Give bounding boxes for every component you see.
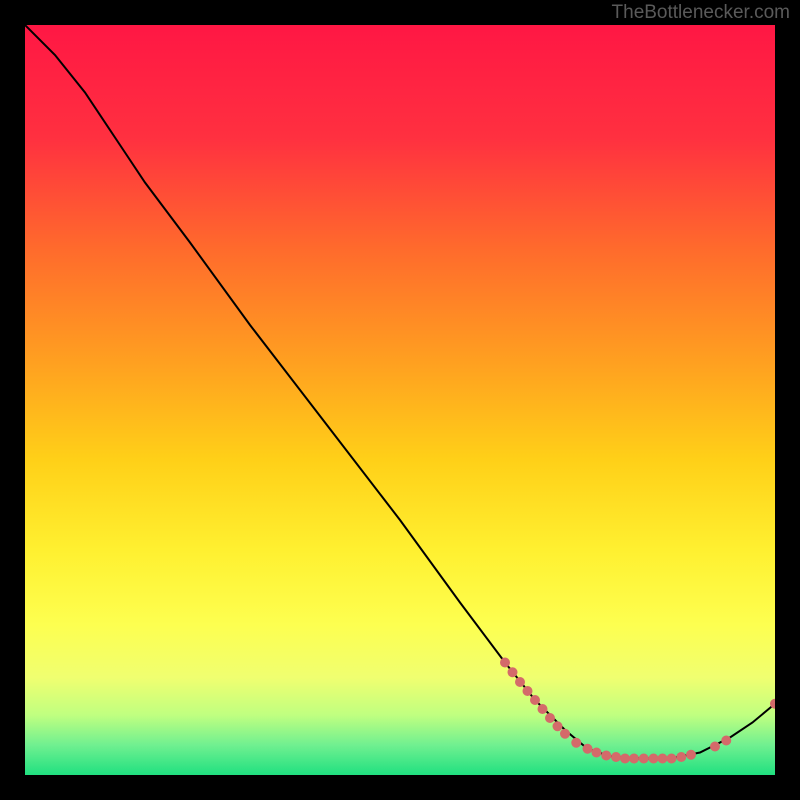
- data-marker: [515, 677, 525, 687]
- data-marker: [710, 742, 720, 752]
- data-marker: [639, 754, 649, 764]
- data-marker: [553, 721, 563, 731]
- data-marker: [611, 752, 621, 762]
- data-marker: [530, 695, 540, 705]
- bottleneck-chart: [25, 25, 775, 775]
- data-marker: [667, 754, 677, 764]
- data-marker: [571, 738, 581, 748]
- data-marker: [686, 750, 696, 760]
- data-marker: [538, 704, 548, 714]
- data-marker: [583, 744, 593, 754]
- data-marker: [649, 754, 659, 764]
- chart-background: [25, 25, 775, 775]
- data-marker: [560, 729, 570, 739]
- watermark-text: TheBottlenecker.com: [612, 2, 790, 24]
- data-marker: [508, 667, 518, 677]
- data-marker: [620, 754, 630, 764]
- data-marker: [721, 736, 731, 746]
- data-marker: [592, 748, 602, 758]
- data-marker: [629, 754, 639, 764]
- data-marker: [676, 752, 686, 762]
- data-marker: [658, 754, 668, 764]
- data-marker: [545, 713, 555, 723]
- chart-svg: [25, 25, 775, 775]
- data-marker: [523, 686, 533, 696]
- data-marker: [601, 751, 611, 761]
- data-marker: [500, 658, 510, 668]
